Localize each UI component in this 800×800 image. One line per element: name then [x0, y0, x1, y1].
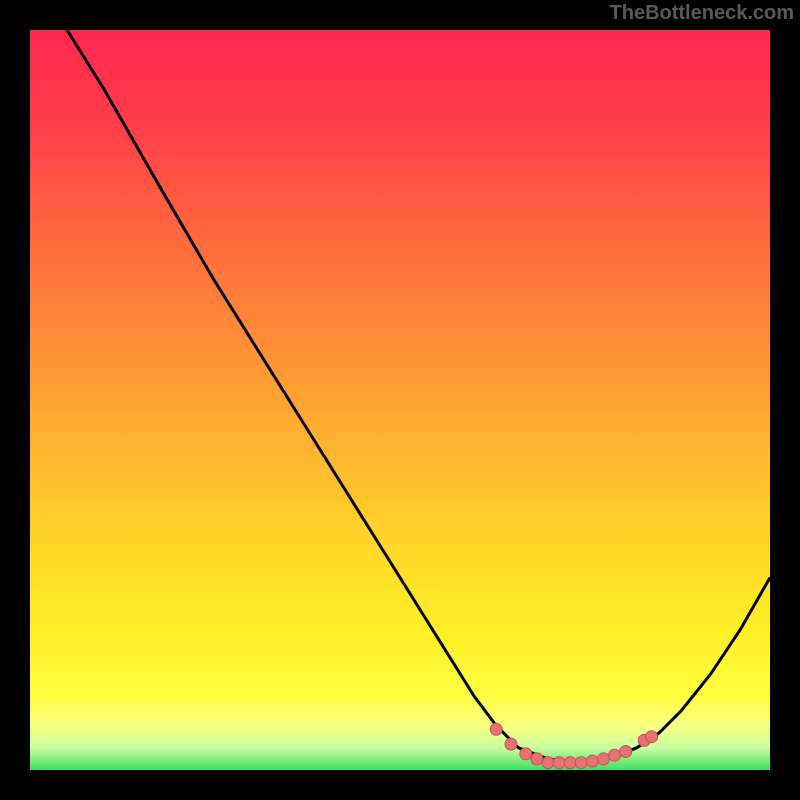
- watermark-text: TheBottleneck.com: [610, 2, 794, 25]
- plot-svg: [30, 30, 770, 770]
- plot-background: [30, 30, 770, 770]
- curve-marker: [609, 749, 621, 761]
- curve-marker: [520, 748, 532, 760]
- curve-marker: [553, 757, 565, 769]
- plot-area: [30, 30, 770, 770]
- curve-marker: [531, 753, 543, 765]
- curve-marker: [490, 723, 502, 735]
- curve-marker: [620, 746, 632, 758]
- chart-frame: TheBottleneck.com: [0, 0, 800, 800]
- curve-marker: [586, 755, 598, 767]
- curve-marker: [575, 757, 587, 769]
- curve-marker: [646, 731, 658, 743]
- curve-marker: [505, 738, 517, 750]
- curve-marker: [598, 753, 610, 765]
- curve-marker: [564, 757, 576, 769]
- curve-marker: [542, 757, 554, 769]
